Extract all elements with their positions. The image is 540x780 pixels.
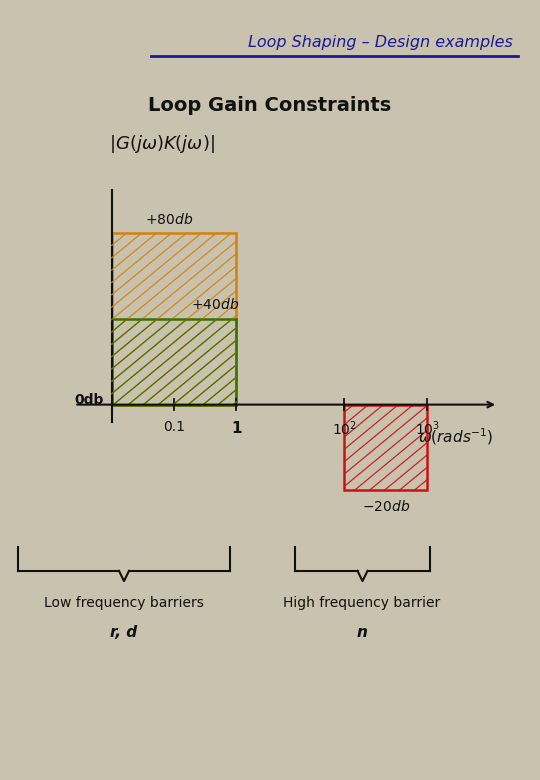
- Text: $10^2$: $10^2$: [332, 420, 357, 438]
- Text: $10^3$: $10^3$: [415, 420, 440, 438]
- Text: 0db: 0db: [75, 393, 104, 407]
- Text: High frequency barrier: High frequency barrier: [284, 596, 441, 610]
- Text: Low frequency barriers: Low frequency barriers: [44, 596, 204, 610]
- Text: $+80\mathit{db}$: $+80\mathit{db}$: [145, 211, 193, 227]
- Text: Loop Shaping – Design examples: Loop Shaping – Design examples: [248, 35, 513, 51]
- Text: $|G(j\omega)K(j\omega)|$: $|G(j\omega)K(j\omega)|$: [109, 133, 215, 155]
- Text: 0.1: 0.1: [163, 420, 185, 434]
- Text: r, d: r, d: [111, 625, 138, 640]
- Text: Loop Gain Constraints: Loop Gain Constraints: [148, 96, 392, 115]
- Text: $+40\mathit{db}$: $+40\mathit{db}$: [191, 297, 239, 312]
- Text: $-20\mathit{db}$: $-20\mathit{db}$: [362, 499, 410, 514]
- Text: n: n: [356, 625, 367, 640]
- Text: $\omega(rads^{-1})$: $\omega(rads^{-1})$: [418, 426, 494, 447]
- Text: $\mathbf{1}$: $\mathbf{1}$: [231, 420, 242, 436]
